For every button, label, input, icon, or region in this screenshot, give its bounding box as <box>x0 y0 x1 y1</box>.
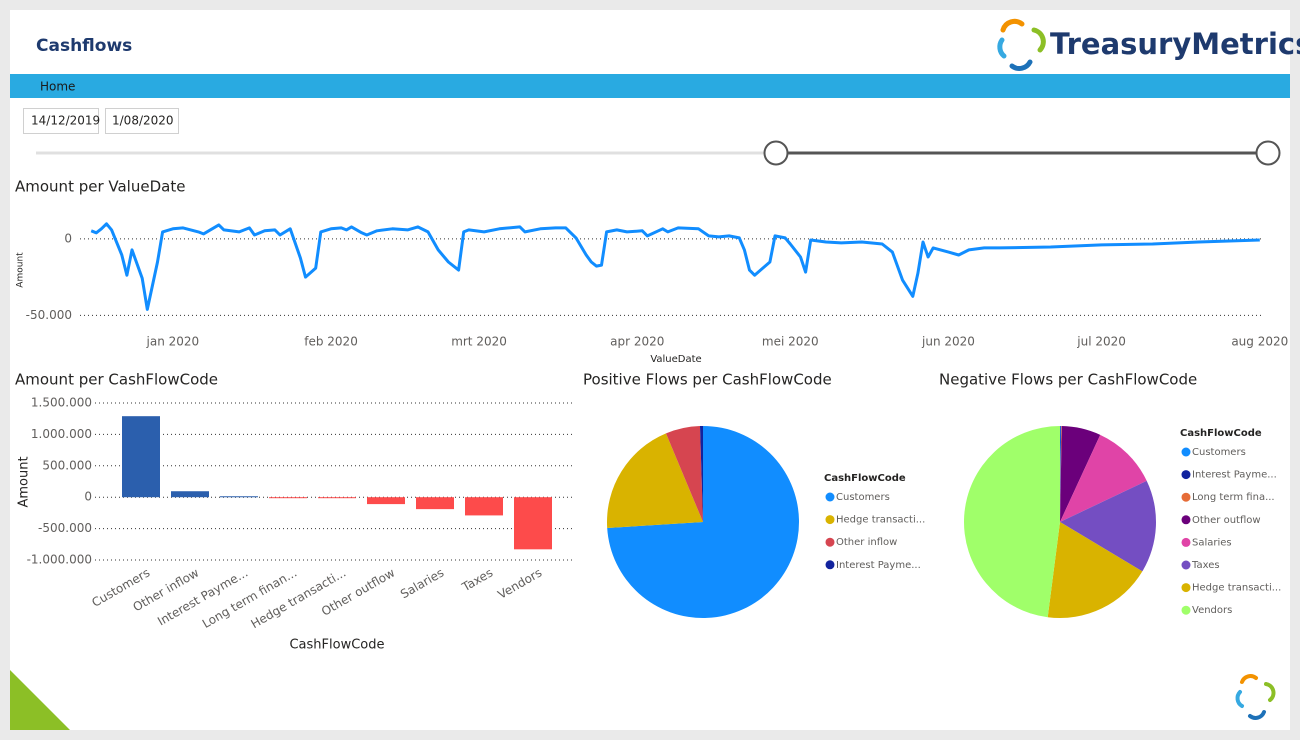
pie-slice <box>964 426 1060 618</box>
legend-label: Other inflow <box>836 537 897 548</box>
legend-label: Customers <box>1192 447 1246 458</box>
x-axis-title: CashFlowCode <box>289 638 384 653</box>
legend-label: Taxes <box>1191 560 1220 571</box>
legend-title: CashFlowCode <box>824 473 906 484</box>
x-tick-label: jul 2020 <box>1076 335 1126 349</box>
legend-title: CashFlowCode <box>1180 428 1262 439</box>
line-series <box>90 222 1260 311</box>
logo-text: TreasuryMetrics <box>1050 27 1300 61</box>
legend-marker <box>1181 515 1191 525</box>
legend-label: Hedge transacti... <box>1192 583 1281 594</box>
bar <box>318 497 356 499</box>
legend-marker <box>1181 492 1191 502</box>
legend-label: Customers <box>836 492 890 503</box>
legend-marker <box>1181 605 1191 615</box>
y-axis-title: Amount <box>17 456 32 507</box>
chart-title: Amount per ValueDate <box>15 178 185 196</box>
pie-slice <box>607 426 800 618</box>
legend-label: Salaries <box>1192 537 1232 548</box>
x-axis-title: ValueDate <box>650 354 701 365</box>
legend-marker <box>1181 470 1191 480</box>
pie-slice <box>665 426 703 522</box>
y-tick-label: 500.000 <box>42 458 92 472</box>
pie-slice <box>1060 434 1147 522</box>
pie-slice <box>1060 426 1101 522</box>
pie-slice <box>1060 426 1062 522</box>
y-tick-label: 0 <box>84 490 92 504</box>
slider-handle[interactable] <box>763 140 789 166</box>
y-tick-label: 1.500.000 <box>31 396 92 410</box>
legend-label: Long term fina... <box>1192 492 1275 503</box>
legend-marker <box>1181 560 1191 570</box>
chart-title: Positive Flows per CashFlowCode <box>583 371 832 389</box>
legend-marker <box>825 515 835 525</box>
pie-slice <box>1060 480 1156 572</box>
y-tick-label: -50.000 <box>26 308 72 322</box>
pie-slice <box>1060 426 1062 522</box>
pie-slice <box>1060 426 1061 522</box>
date-to-box[interactable] <box>105 108 179 134</box>
pie-slice <box>1047 522 1143 618</box>
y-tick-label: 0 <box>64 231 72 245</box>
y-tick-label: -500.000 <box>38 521 92 535</box>
bar <box>122 416 160 498</box>
legend-marker <box>825 492 835 502</box>
small-logo <box>1235 674 1276 720</box>
legend-marker <box>1181 537 1191 547</box>
bar <box>465 497 503 516</box>
legend-marker <box>825 537 835 547</box>
slider-handle[interactable] <box>1255 140 1281 166</box>
x-tick-label: apr 2020 <box>610 335 664 349</box>
corner-decoration <box>10 670 70 730</box>
x-tick-label: jan 2020 <box>146 335 200 349</box>
pie-slice <box>699 426 703 522</box>
legend-label: Interest Payme... <box>1192 470 1277 481</box>
legend-marker <box>1181 447 1191 457</box>
bar <box>416 497 454 510</box>
legend-label: Other outflow <box>1192 515 1261 526</box>
x-tick-label: aug 2020 <box>1231 335 1288 349</box>
nav-tab[interactable]: Home <box>40 80 75 94</box>
date-to[interactable]: 1/08/2020 <box>112 114 174 128</box>
report-title: Cashflows <box>36 36 132 56</box>
bar <box>367 497 405 505</box>
nav-bar <box>10 74 1290 98</box>
date-from-box[interactable] <box>23 108 99 134</box>
bar <box>514 497 552 550</box>
x-tick-label: feb 2020 <box>304 335 358 349</box>
logo <box>997 18 1046 71</box>
x-tick-label: mei 2020 <box>762 335 819 349</box>
pie-slice <box>607 433 703 529</box>
legend-marker <box>1181 583 1191 593</box>
y-tick-label: 1.000.000 <box>31 427 92 441</box>
bar <box>220 496 258 498</box>
bar <box>269 497 307 499</box>
bar <box>171 491 209 498</box>
legend-label: Hedge transacti... <box>836 515 925 526</box>
legend-marker <box>825 560 835 570</box>
x-tick-label: mrt 2020 <box>451 335 507 349</box>
chart-title: Negative Flows per CashFlowCode <box>939 371 1197 389</box>
chart-title: Amount per CashFlowCode <box>15 371 218 389</box>
y-tick-label: -1.000.000 <box>27 553 92 567</box>
legend-label: Interest Payme... <box>836 560 921 571</box>
legend-label: Vendors <box>1192 605 1232 616</box>
date-from[interactable]: 14/12/2019 <box>31 114 100 128</box>
x-tick-label: jun 2020 <box>921 335 975 349</box>
y-axis-title: Amount <box>16 252 26 288</box>
